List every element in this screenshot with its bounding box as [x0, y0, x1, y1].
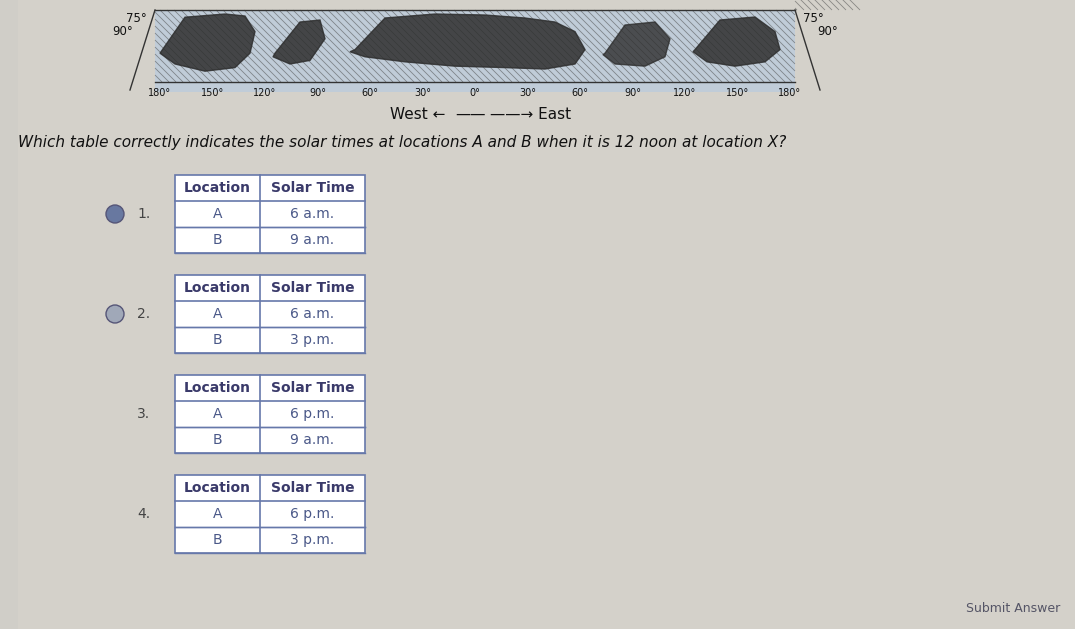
Text: 0°: 0° — [470, 88, 481, 98]
Text: Location: Location — [184, 481, 250, 495]
Text: Solar Time: Solar Time — [271, 181, 355, 195]
Text: ——: —— — [455, 107, 486, 122]
Text: 3.: 3. — [137, 407, 151, 421]
Text: 9 a.m.: 9 a.m. — [290, 233, 334, 247]
Text: Solar Time: Solar Time — [271, 481, 355, 495]
Text: 30°: 30° — [519, 88, 536, 98]
Polygon shape — [693, 17, 780, 66]
Bar — [175, 175, 366, 253]
Text: 6 p.m.: 6 p.m. — [290, 507, 334, 521]
Text: 2.: 2. — [137, 307, 151, 321]
Text: 60°: 60° — [572, 88, 588, 98]
Text: 120°: 120° — [254, 88, 276, 98]
Text: 75°: 75° — [126, 12, 147, 25]
Polygon shape — [350, 14, 585, 69]
Text: 1.: 1. — [137, 207, 151, 221]
Text: 120°: 120° — [673, 88, 697, 98]
Text: 75°: 75° — [803, 12, 823, 25]
Text: Location: Location — [184, 281, 250, 295]
Polygon shape — [160, 14, 255, 71]
Text: 60°: 60° — [361, 88, 378, 98]
Text: 90°: 90° — [309, 88, 326, 98]
Text: 90°: 90° — [112, 25, 133, 38]
Bar — [175, 475, 366, 553]
Text: West ←: West ← — [389, 107, 445, 122]
Text: B: B — [213, 533, 223, 547]
Text: 3 p.m.: 3 p.m. — [290, 333, 334, 347]
Bar — [175, 275, 366, 353]
Text: 3 p.m.: 3 p.m. — [290, 533, 334, 547]
Text: A: A — [213, 307, 223, 321]
Text: Solar Time: Solar Time — [271, 281, 355, 295]
Text: Solar Time: Solar Time — [271, 381, 355, 395]
Text: Submit Answer: Submit Answer — [965, 602, 1060, 615]
Text: ——→ East: ——→ East — [490, 107, 571, 122]
Text: Which table correctly indicates the solar times at locations A and B when it is : Which table correctly indicates the sola… — [18, 135, 787, 150]
Text: 30°: 30° — [414, 88, 431, 98]
Text: 180°: 180° — [778, 88, 802, 98]
Text: 180°: 180° — [148, 88, 172, 98]
Text: 90°: 90° — [817, 25, 837, 38]
Text: 4.: 4. — [137, 507, 151, 521]
Polygon shape — [603, 22, 670, 66]
Text: 6 a.m.: 6 a.m. — [290, 307, 334, 321]
Text: Location: Location — [184, 381, 250, 395]
Text: 90°: 90° — [624, 88, 641, 98]
Circle shape — [106, 305, 124, 323]
Text: 9 a.m.: 9 a.m. — [290, 433, 334, 447]
Text: 150°: 150° — [726, 88, 749, 98]
Bar — [175, 375, 366, 453]
Bar — [155, 10, 795, 92]
Text: A: A — [213, 507, 223, 521]
Text: Location: Location — [184, 181, 250, 195]
Text: 150°: 150° — [201, 88, 224, 98]
Polygon shape — [273, 20, 325, 64]
Text: A: A — [213, 407, 223, 421]
Text: 6 a.m.: 6 a.m. — [290, 207, 334, 221]
Text: 6 p.m.: 6 p.m. — [290, 407, 334, 421]
Text: B: B — [213, 233, 223, 247]
Text: B: B — [213, 333, 223, 347]
Circle shape — [106, 205, 124, 223]
Text: B: B — [213, 433, 223, 447]
Text: A: A — [213, 207, 223, 221]
